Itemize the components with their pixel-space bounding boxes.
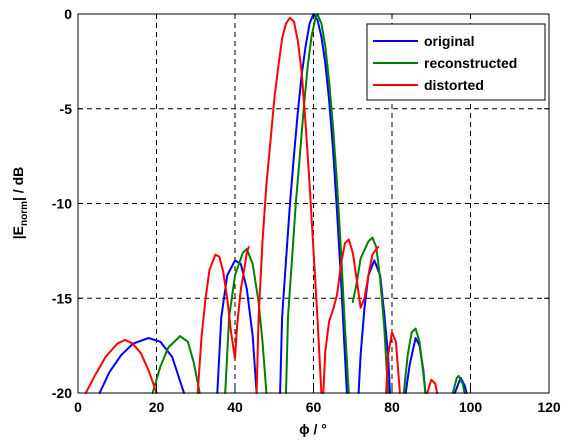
series-line-reconstructed-4 (402, 327, 427, 394)
series-line-reconstructed-1 (224, 248, 268, 394)
y-tick-label-2: -10 (52, 196, 72, 212)
series-line-distorted-3 (322, 238, 380, 394)
series-line-original-1 (216, 259, 258, 394)
series-line-original-0 (98, 337, 185, 394)
series-line-distorted-1 (196, 246, 250, 394)
series-distorted (84, 16, 439, 394)
x-tick-label-6: 120 (537, 399, 561, 415)
y-tick-label-4: -20 (52, 385, 72, 401)
x-axis-label: ϕ / ° (299, 421, 327, 437)
series-line-distorted-0 (84, 338, 158, 394)
y-tick-label-0: 0 (64, 6, 72, 22)
series-line-reconstructed-2 (285, 13, 350, 394)
series-layer (84, 13, 468, 394)
legend-label-distorted: distorted (424, 77, 484, 93)
y-axis-label: |Enorm| / dB (10, 167, 30, 240)
legend-label-original: original (424, 33, 475, 49)
series-line-distorted-5 (426, 378, 439, 394)
axis-ticks: 0 20 40 60 80 100 120 0 -5 -10 -15 -20 (52, 6, 561, 415)
x-tick-label-1: 20 (149, 399, 165, 415)
series-line-reconstructed-0 (151, 335, 201, 394)
y-axis-label-subscript: norm (19, 201, 30, 226)
series-line-distorted-4 (385, 331, 401, 394)
series-reconstructed (151, 13, 466, 394)
series-line-reconstructed-5 (451, 374, 466, 394)
x-tick-label-0: 0 (74, 399, 82, 415)
x-tick-label-2: 40 (227, 399, 243, 415)
x-tick-label-4: 80 (384, 399, 400, 415)
y-axis-label-tail: | / dB (10, 167, 26, 201)
legend-label-reconstructed: reconstructed (424, 55, 517, 71)
legend: original reconstructed distorted (366, 23, 546, 101)
y-tick-label-1: -5 (60, 101, 73, 117)
y-axis-label-main: |E (10, 226, 26, 239)
y-tick-label-3: -15 (52, 290, 72, 306)
series-line-reconstructed-3 (351, 236, 390, 394)
x-tick-label-5: 100 (459, 399, 483, 415)
series-line-original-3 (357, 259, 391, 394)
x-tick-label-3: 60 (306, 399, 322, 415)
series-line-distorted-2 (255, 16, 323, 394)
